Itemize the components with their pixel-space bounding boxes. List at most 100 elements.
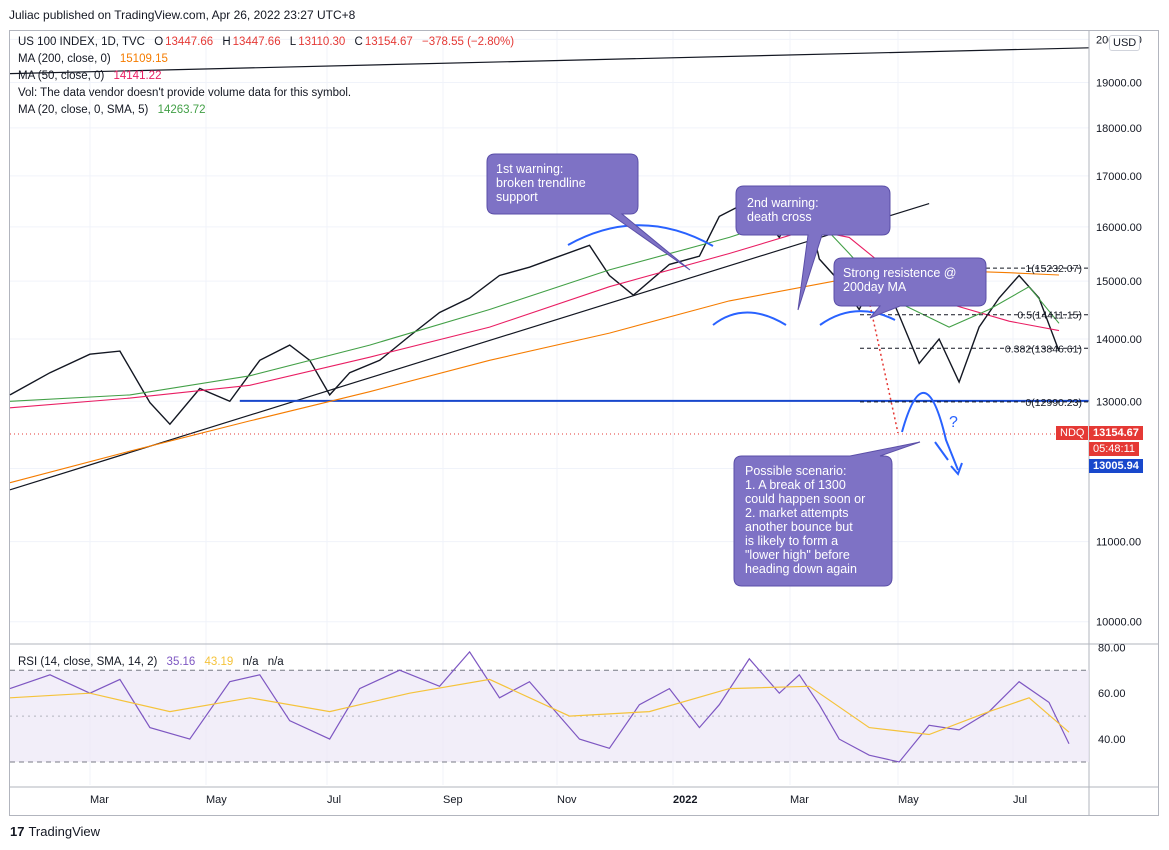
price-tick-label: 18000.00	[1096, 123, 1142, 135]
note-warning-2: 2nd warning: death cross	[747, 196, 819, 224]
price-tick-label: 17000.00	[1096, 171, 1142, 183]
question-mark: ?	[949, 414, 958, 431]
note-warning-1-line: support	[496, 190, 538, 204]
note-scenario-line: 2. market attempts	[745, 506, 849, 520]
ma200-label: MA (200, close, 0)	[18, 53, 111, 65]
price-tick-label: 15000.00	[1096, 276, 1142, 288]
note-warning-2-line: 2nd warning:	[747, 196, 819, 210]
rsi-tick-label: 60.00	[1098, 688, 1126, 700]
close-price-line	[9, 199, 1060, 426]
change-value: −378.55 (−2.80%)	[422, 36, 515, 48]
last-price-tag: 13154.67	[1089, 426, 1143, 440]
ma50-value: 14141.22	[113, 70, 162, 82]
note-warning-1-line: broken trendline	[496, 176, 586, 190]
top-arc-2	[712, 311, 787, 326]
drawings	[486, 153, 987, 587]
publish-info: Juliac published on TradingView.com, Apr…	[9, 8, 356, 22]
rsi-na-2: n/a	[267, 656, 284, 668]
note-scenario-line: "lower high" before	[745, 548, 850, 562]
legend-ma50: MA (50, close, 0) 14141.22	[18, 70, 163, 82]
time-tick-label: Jul	[1013, 794, 1027, 806]
rsi-label: RSI (14, close, SMA, 14, 2)	[18, 656, 158, 668]
time-tick-label: Sep	[443, 794, 463, 806]
note-scenario-line: heading down again	[745, 562, 857, 576]
open-value: 13447.66	[165, 36, 214, 48]
ma200-value: 15109.15	[119, 53, 168, 65]
time-tick-label: Nov	[557, 794, 577, 806]
rsi-value: 35.16	[166, 656, 196, 668]
vol-label: Vol: The data vendor doesn't provide vol…	[18, 87, 352, 99]
time-tick-label: Mar	[790, 794, 809, 806]
note-warning-1: 1st warning: broken trendline support	[496, 162, 586, 204]
note-scenario-line: could happen soon or	[745, 492, 866, 506]
time-tick-label: Mar	[90, 794, 109, 806]
note-resistance-line: 200day MA	[843, 280, 907, 294]
price-tick-label: 14000.00	[1096, 334, 1142, 346]
rsi-pane[interactable]: 80.00 60.00 40.00	[9, 642, 1126, 763]
price-tick-label: 13000.00	[1096, 396, 1142, 408]
note-warning-1-line: 1st warning:	[496, 162, 564, 176]
note-scenario-line: another bounce but	[745, 520, 853, 534]
fib-level-label: 1(15232.07)	[1025, 263, 1082, 275]
close-label: C	[354, 36, 363, 48]
rsi-tick-label: 40.00	[1098, 734, 1126, 746]
fib-level-label: 0.5(14411.15)	[1017, 310, 1082, 322]
legend-ma200: MA (200, close, 0) 15109.15	[18, 53, 170, 65]
fib-level-label: 0(12990.23)	[1025, 397, 1082, 409]
note-scenario: Possible scenario: 1. A break of 1300 co…	[745, 464, 865, 576]
logo-mark: 17	[10, 824, 25, 839]
high-value: 13447.66	[232, 36, 281, 48]
low-value: 13110.30	[298, 36, 346, 48]
price-tick-label: 16000.00	[1096, 222, 1142, 234]
currency-badge[interactable]: USD	[1109, 35, 1141, 51]
rsi-band	[10, 670, 1089, 763]
top-arc-1	[567, 224, 714, 247]
fib-level-label: 0.382(13846.61)	[1005, 343, 1082, 355]
trendline-upper	[9, 47, 1090, 75]
price-tick-label: 19000.00	[1096, 77, 1142, 89]
top-arc-3	[819, 310, 896, 326]
symbol-tag: NDQ	[1056, 426, 1089, 440]
legend-rsi: RSI (14, close, SMA, 14, 2) 35.16 43.19 …	[18, 656, 286, 668]
logo-text: TradingView	[28, 824, 101, 839]
ma20-value: 14263.72	[157, 104, 206, 116]
note-scenario-line: 1. A break of 1300	[745, 478, 846, 492]
time-tick-label: May	[206, 794, 227, 806]
scenario-arrow-short	[934, 441, 949, 461]
support-price-tag: 13005.94	[1089, 459, 1143, 473]
rsi-na-1: n/a	[242, 656, 259, 668]
callout-warning-1	[486, 153, 691, 271]
note-resistance: Strong resistence @ 200day MA	[843, 266, 956, 294]
rsi-sma-value: 43.19	[204, 656, 234, 668]
scenario-arrow-head	[950, 462, 963, 476]
note-scenario-line: is likely to form a	[745, 534, 839, 548]
note-scenario-line: Possible scenario:	[745, 464, 847, 478]
legend-ma20: MA (20, close, 0, SMA, 5) 14263.72	[18, 104, 208, 116]
time-tick-label: May	[898, 794, 919, 806]
open-label: O	[154, 36, 164, 48]
time-tick-label: Jul	[327, 794, 341, 806]
rsi-tick-label: 80.00	[1098, 642, 1126, 654]
price-pane[interactable]	[10, 31, 1089, 643]
legend-symbol: US 100 INDEX, 1D, TVC O 13447.66 H 13447.6…	[18, 36, 516, 48]
projection-dotted	[869, 304, 899, 434]
price-tick-label: 10000.00	[1096, 617, 1142, 629]
note-warning-2-line: death cross	[747, 210, 812, 224]
rsi-sma-line	[9, 678, 1070, 736]
callout-resistance	[833, 257, 987, 319]
low-label: L	[289, 36, 297, 48]
countdown-tag: 05:48:11	[1089, 442, 1140, 456]
ma20-label: MA (20, close, 0, SMA, 5)	[18, 104, 149, 116]
note-resistance-line: Strong resistence @	[843, 266, 957, 280]
trendline-ascending	[9, 202, 930, 491]
symbol-name: US 100 INDEX, 1D, TVC	[18, 36, 145, 48]
tradingview-logo[interactable]: 17 TradingView	[10, 824, 100, 839]
callout-warning-2	[735, 185, 891, 311]
close-value: 13154.67	[364, 36, 413, 48]
time-tick-label: 2022	[673, 794, 697, 806]
callout-scenario	[733, 441, 921, 587]
legend-vol: Vol: The data vendor doesn't provide vol…	[18, 87, 353, 99]
chart-frame	[9, 30, 1159, 816]
rsi-line	[9, 650, 1070, 763]
